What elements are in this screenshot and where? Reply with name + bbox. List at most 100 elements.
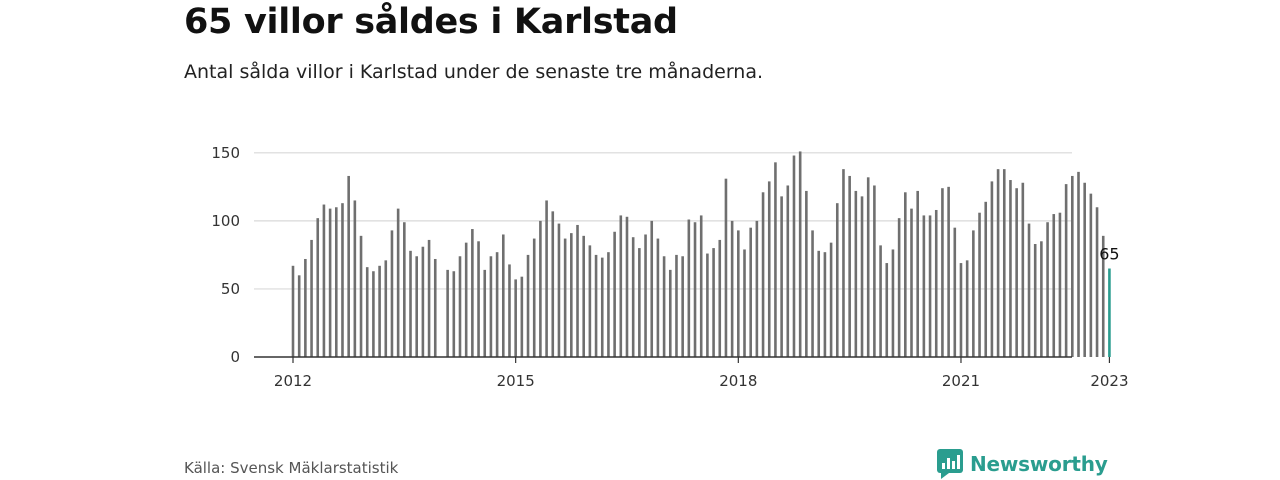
bar	[1033, 244, 1037, 357]
bar	[316, 218, 320, 357]
bar	[774, 162, 777, 357]
bar	[353, 200, 357, 357]
bar	[860, 196, 864, 357]
bar	[1052, 214, 1056, 357]
bar	[891, 249, 895, 357]
bar-chart: 0 50 100 150 2012 2015 2018 2021 2023 65	[211, 144, 1128, 390]
bar	[1027, 223, 1031, 357]
bar	[291, 265, 295, 357]
bar	[557, 223, 561, 357]
bar	[532, 238, 536, 357]
bar	[433, 258, 437, 357]
x-tick-label: 2018	[719, 372, 757, 390]
bar	[730, 220, 734, 357]
bar	[576, 224, 579, 357]
y-tick-label: 100	[211, 212, 240, 230]
bar	[879, 245, 882, 357]
bar	[545, 200, 548, 357]
bar	[452, 271, 456, 357]
bar	[625, 216, 629, 357]
bar	[1040, 241, 1043, 357]
bar	[996, 169, 1000, 357]
bar	[743, 249, 746, 357]
bar	[1002, 169, 1006, 357]
bar	[644, 234, 647, 357]
y-tick-labels: 0 50 100 150	[211, 144, 240, 366]
bar	[724, 178, 728, 357]
bar	[662, 256, 666, 357]
bar	[959, 263, 963, 357]
page-subtitle: Antal sålda villor i Karlstad under de s…	[184, 61, 764, 83]
bar	[693, 222, 697, 357]
bar	[390, 230, 394, 357]
x-tick-label: 2023	[1090, 372, 1128, 390]
bar	[526, 254, 530, 357]
bar	[582, 235, 585, 357]
bar	[588, 245, 592, 357]
bar	[953, 227, 957, 357]
bar	[341, 203, 344, 357]
bar	[941, 188, 944, 357]
bar	[842, 169, 845, 357]
bar	[631, 237, 635, 357]
bar	[749, 227, 752, 357]
bar	[594, 254, 598, 357]
bar	[1095, 207, 1099, 357]
bar	[1083, 182, 1086, 357]
bar	[786, 185, 790, 357]
bar	[835, 203, 839, 357]
newsworthy-logo-icon	[937, 449, 963, 479]
bar	[607, 252, 610, 357]
bar	[539, 220, 542, 357]
bar	[965, 260, 969, 357]
bar	[767, 181, 771, 357]
bar	[328, 208, 332, 357]
bar	[990, 181, 994, 357]
bar	[897, 218, 901, 357]
bar	[520, 276, 524, 357]
bar	[737, 230, 740, 357]
bar	[458, 256, 462, 357]
bar	[1071, 175, 1074, 357]
bar	[1046, 222, 1049, 357]
y-tick-label: 0	[230, 348, 240, 366]
bar	[798, 151, 802, 357]
bar	[848, 175, 851, 357]
bar	[501, 234, 505, 357]
bar	[978, 212, 981, 357]
bar	[972, 230, 975, 357]
bar	[1009, 180, 1012, 357]
bar	[656, 238, 660, 357]
bar	[415, 256, 418, 357]
bar	[922, 215, 926, 357]
y-tick-label: 150	[211, 144, 240, 162]
bar	[681, 256, 684, 357]
last-value-label: 65	[1099, 245, 1119, 264]
x-tick-marks	[292, 357, 1111, 363]
bar	[761, 192, 765, 357]
bar	[334, 207, 338, 357]
bar	[823, 252, 827, 357]
bar	[619, 215, 623, 357]
bar	[817, 250, 821, 357]
bar	[297, 275, 301, 357]
bar	[551, 211, 555, 357]
bar	[1077, 171, 1080, 357]
bar	[706, 253, 709, 357]
bar	[805, 190, 808, 357]
bar	[1089, 193, 1093, 357]
x-tick-label: 2012	[274, 372, 312, 390]
bar	[483, 269, 487, 357]
bar	[359, 235, 363, 357]
y-tick-label: 50	[221, 280, 240, 298]
bar	[495, 252, 499, 357]
bar	[464, 242, 468, 357]
bar	[1101, 235, 1105, 357]
bar	[421, 246, 425, 357]
brand-name: Newsworthy	[970, 452, 1108, 476]
bar	[1064, 184, 1068, 357]
bar	[984, 201, 988, 357]
bar	[1058, 212, 1062, 357]
x-tick-label: 2015	[497, 372, 535, 390]
bar	[792, 155, 796, 357]
